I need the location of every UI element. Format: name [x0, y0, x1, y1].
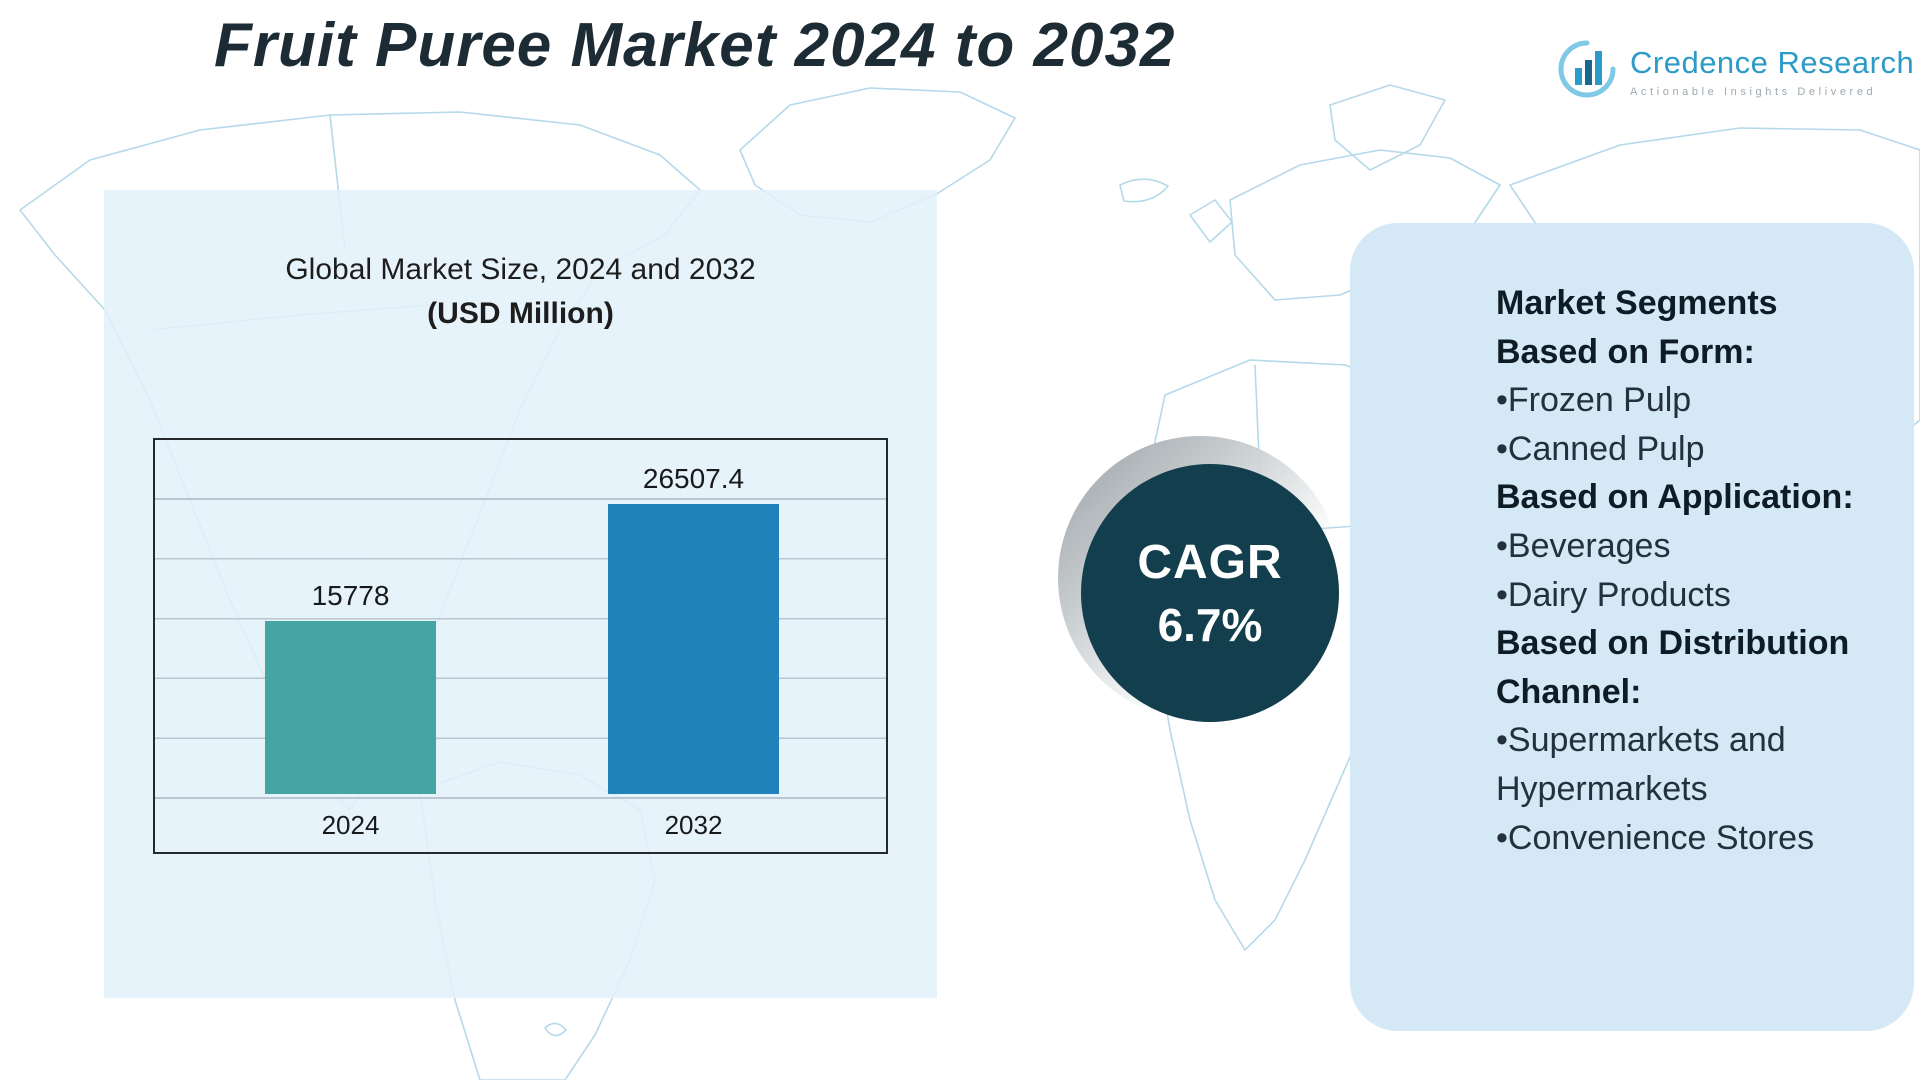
chart-title: Global Market Size, 2024 and 2032 [285, 253, 756, 286]
credence-research-logo: Credence Research Actionable Insights De… [1556, 38, 1914, 105]
bar-group-2024: 15778 2024 [265, 580, 436, 840]
logo-bar-chart-icon [1556, 38, 1618, 105]
market-segments-panel: Market Segments Based on Form: •Frozen P… [1350, 223, 1914, 1031]
segment-line: •Frozen Pulp [1496, 381, 1692, 420]
segment-line: Market Segments [1496, 284, 1778, 322]
segment-line: Based on Form: [1496, 332, 1755, 371]
bar-group-2032: 26507.4 2032 [608, 463, 779, 840]
bar-value-label-2024: 15778 [311, 580, 390, 611]
segment-line: •Supermarkets and Hypermarkets [1496, 721, 1786, 809]
axis-label-2024: 2024 [321, 810, 380, 840]
bar-value-label-2032: 26507.4 [642, 463, 745, 494]
chart-subtitle: (USD Million) [427, 296, 614, 330]
market-size-panel: Global Market Size, 2024 and 2032 (USD M… [104, 190, 937, 998]
logo-text-block: Credence Research Actionable Insights De… [1630, 45, 1914, 98]
page-title: Fruit Puree Market 2024 to 2032 [214, 11, 1176, 80]
logo-name: Credence Research [1630, 45, 1915, 80]
axis-label-2032: 2032 [664, 810, 723, 840]
bar-2032 [608, 504, 779, 794]
segment-line: Based on Application: [1496, 478, 1854, 517]
logo-tagline: Actionable Insights Delivered [1630, 86, 1877, 98]
cagr-value: 6.7% [1157, 598, 1263, 651]
bar-2024 [265, 621, 436, 794]
segment-line: Based on Distribution Channel: [1496, 624, 1850, 711]
chart-heading: Global Market Size, 2024 and 2032 (USD M… [104, 248, 937, 335]
segment-line: •Beverages [1496, 527, 1671, 566]
cagr-badge: CAGR 6.7% [1081, 464, 1339, 722]
bar-chart: 15778 2024 26507.4 2032 [153, 438, 888, 854]
segment-line: •Dairy Products [1496, 575, 1731, 614]
segment-line: •Convenience Stores [1496, 818, 1815, 857]
cagr-label: CAGR [1137, 535, 1283, 589]
segment-line: •Canned Pulp [1496, 429, 1705, 468]
